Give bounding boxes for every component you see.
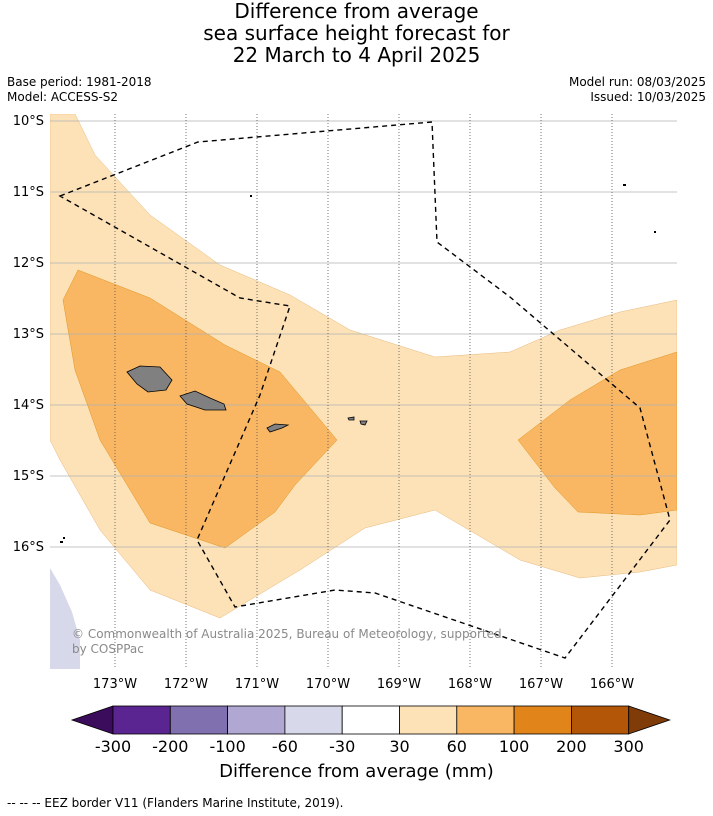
colorbar-cell: [169, 705, 229, 735]
lon-gridlines: [114, 114, 613, 669]
model-name: Model: ACCESS-S2: [7, 90, 119, 104]
colorbar-over-arrow: [628, 705, 671, 735]
chart-title: Difference from average sea surface heig…: [0, 0, 713, 66]
title-line-1: Difference from average: [234, 0, 479, 23]
lon-label-169w: 169°W: [377, 677, 421, 692]
colorbar-tick-label: -30: [329, 737, 355, 756]
lon-label-170w: 170°W: [306, 677, 350, 692]
lat-label-10s: 10°S: [13, 114, 44, 129]
island-tutuila: [266, 423, 290, 433]
copyright-line-1: © Commonwealth of Australia 2025, Bureau…: [72, 627, 502, 641]
base-period: Base period: 1981-2018: [7, 75, 152, 89]
lon-label-167w: 167°W: [519, 677, 563, 692]
lat-label-13s: 13°S: [13, 327, 44, 342]
colorbar-cell: [341, 705, 400, 735]
colorbar-cell: [284, 705, 343, 735]
lon-label-172w: 172°W: [164, 677, 208, 692]
meta-left: Base period: 1981-2018 Model: ACCESS-S2: [7, 75, 152, 105]
island-manua-1: [347, 416, 355, 421]
lat-label-14s: 14°S: [13, 398, 44, 413]
map: © Commonwealth of Australia 2025, Bureau…: [13, 114, 677, 692]
small-islets: [60, 184, 656, 543]
title-line-3: 22 March to 4 April 2025: [232, 43, 481, 67]
colorbar-tick-label: 60: [447, 737, 467, 756]
colorbar-tick-label: -300: [95, 737, 131, 756]
colorbar-cell: [112, 705, 171, 735]
islands: [126, 365, 368, 433]
colorbar-tick-label: -100: [209, 737, 245, 756]
copyright-line-2: by COSPPac: [72, 642, 144, 656]
colorbar-tick-label: 200: [556, 737, 587, 756]
colorbar-cell: [571, 705, 630, 735]
lon-label-168w: 168°W: [448, 677, 492, 692]
meta-right: Model run: 08/03/2025 Issued: 10/03/2025: [569, 75, 706, 105]
colorbar-tick-label: -200: [152, 737, 188, 756]
colorbar-cell: [227, 705, 286, 735]
lat-label-16s: 16°S: [13, 540, 44, 555]
lat-gridlines: [50, 120, 677, 548]
contour-60-100-east: [517, 351, 677, 516]
lat-label-15s: 15°S: [13, 469, 44, 484]
colorbar-title: Difference from average (mm): [219, 761, 494, 782]
lon-label-173w: 173°W: [93, 677, 137, 692]
colorbar-cell: [513, 705, 572, 735]
contour-neg: [50, 568, 80, 669]
colorbar-cell: [456, 705, 515, 735]
colorbar: -300 -200 -100 -60 -30 30 60 100 200 300: [70, 705, 671, 756]
lon-label-171w: 171°W: [235, 677, 279, 692]
island-savaii: [126, 365, 173, 393]
lon-label-166w: 166°W: [590, 677, 634, 692]
eez-borders: [58, 121, 671, 659]
colorbar-tick-label: 300: [613, 737, 644, 756]
contour-60-100-west: [62, 269, 338, 549]
colorbar-under-arrow: [70, 705, 114, 735]
colorbar-tick-label: 100: [499, 737, 530, 756]
island-manua-2: [359, 420, 368, 426]
eez-legend-note: -- -- -- EEZ border V11 (Flanders Marine…: [7, 796, 344, 810]
colorbar-cell: [399, 705, 458, 735]
colorbar-tick-label: -60: [272, 737, 298, 756]
issued-date: Issued: 10/03/2025: [590, 90, 706, 104]
title-line-2: sea surface height forecast for: [203, 21, 510, 45]
lat-label-11s: 11°S: [13, 185, 44, 200]
model-run: Model run: 08/03/2025: [568, 75, 706, 89]
island-upolu: [179, 390, 227, 411]
colorbar-tick-label: 30: [389, 737, 409, 756]
lat-label-12s: 12°S: [13, 256, 44, 271]
